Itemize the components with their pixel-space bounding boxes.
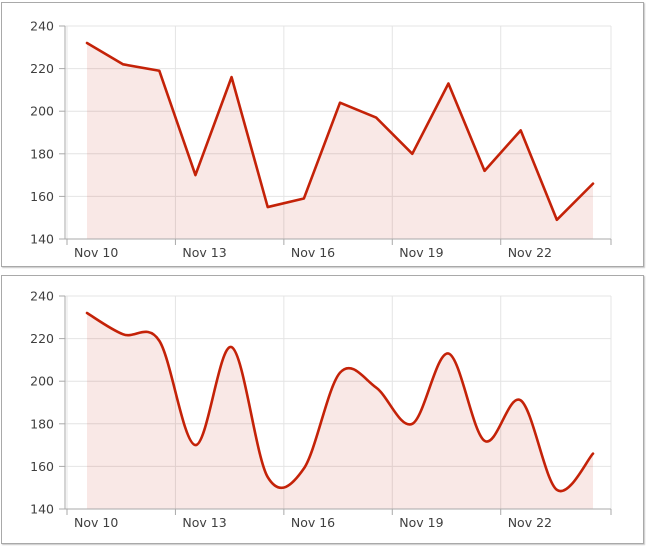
x-axis-label: Nov 10 [74,245,118,260]
y-axis-label: 180 [30,146,54,161]
y-axis-label: 220 [30,61,54,76]
x-axis-label: Nov 22 [508,515,552,530]
y-axis-label: 240 [30,289,54,304]
area-fill [87,43,593,239]
x-axis-label: Nov 19 [399,245,443,260]
x-axis-label: Nov 13 [182,515,226,530]
x-axis-label: Nov 19 [399,515,443,530]
y-axis-label: 160 [30,459,54,474]
series-line [85,41,595,222]
y-axis-label: 220 [30,331,54,346]
x-axis-label: Nov 10 [74,515,118,530]
y-axis-label: 140 [30,502,54,517]
y-axis-label: 200 [30,374,54,389]
y-axis-label: 160 [30,189,54,204]
chart-panel-smooth: 140 160 180 200 220 240 Nov 10 Nov 13 Nov 16 Nov … [1,275,644,544]
chart-panel-straight: 140 160 180 200 220 240 Nov 10 Nov 13 Nov 16 Nov … [1,2,644,267]
y-axis-label: 200 [30,104,54,119]
series-line [85,311,595,493]
x-axis-label: Nov 22 [508,245,552,260]
x-axis-label: Nov 16 [291,245,335,260]
x-axis-label: Nov 13 [182,245,226,260]
y-axis-label: 140 [30,232,54,247]
y-axis-label: 180 [30,416,54,431]
area-fill [87,313,593,509]
smooth-area-chart: 140 160 180 200 220 240 Nov 10 Nov 13 Nov 16 Nov … [30,289,612,530]
straight-area-chart: 140 160 180 200 220 240 Nov 10 Nov 13 Nov 16 Nov … [30,19,612,260]
x-axis-label: Nov 16 [291,515,335,530]
y-axis-label: 240 [30,19,54,34]
